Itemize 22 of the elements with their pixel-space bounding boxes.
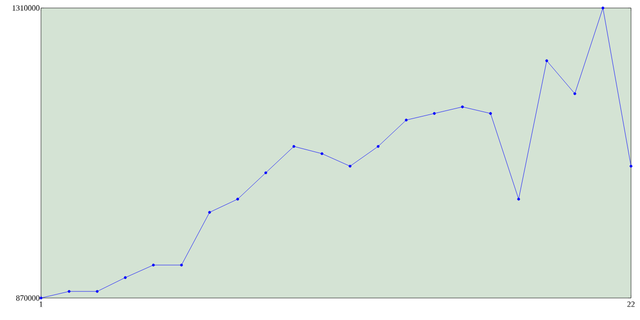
point [96,290,99,293]
point [180,264,183,266]
point [208,210,211,214]
point [545,59,548,62]
point [264,171,268,174]
point [432,112,436,115]
point [573,92,576,96]
point [376,145,380,148]
point [68,290,70,293]
point [348,164,352,168]
point [404,118,408,122]
point [292,145,296,148]
point [320,152,324,156]
point [489,112,492,115]
point [152,264,155,266]
point [602,6,604,10]
point [124,276,127,279]
point [461,105,464,108]
point [40,296,42,300]
point [236,198,240,201]
point [517,198,520,201]
point [630,164,632,168]
